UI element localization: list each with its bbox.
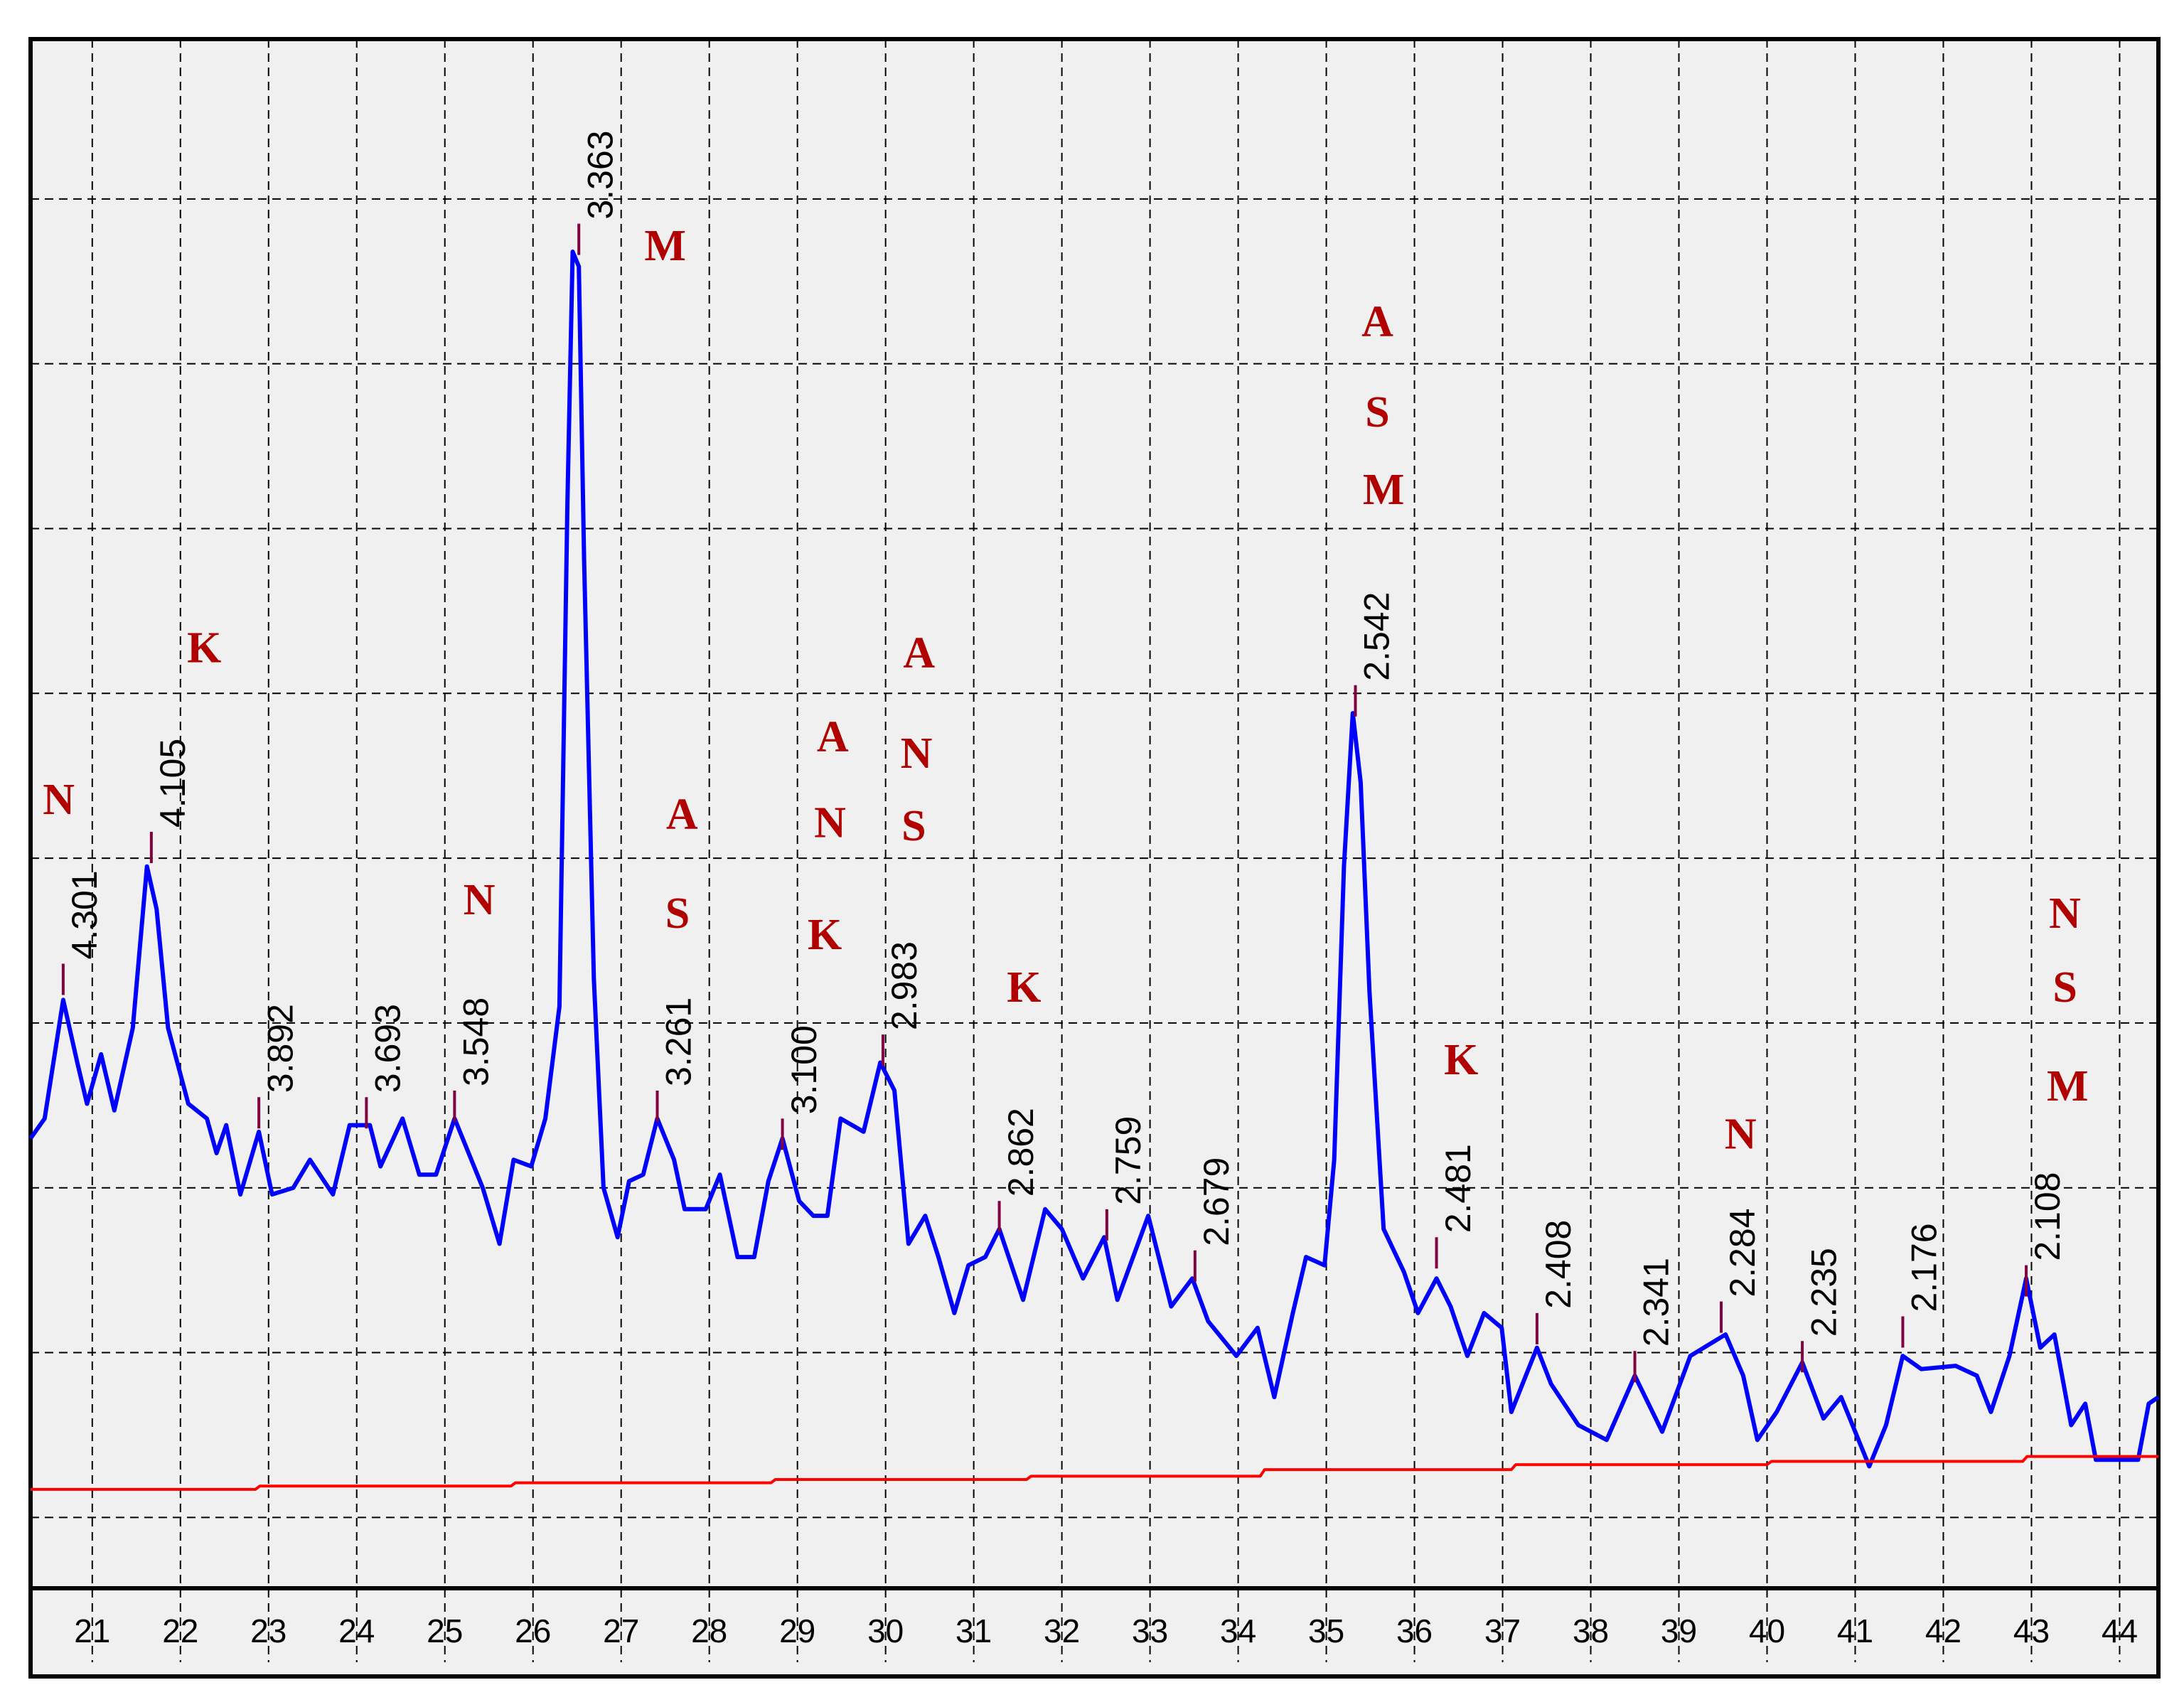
d-spacing-label: 3.100: [784, 1025, 824, 1114]
phase-label: N: [2049, 889, 2081, 938]
d-spacing-label: 3.693: [368, 1004, 408, 1093]
series-line: [31, 1455, 2158, 1491]
d-spacing-label: 2.759: [1108, 1116, 1148, 1205]
x-tick-label: 26: [515, 1612, 551, 1649]
phase-label: K: [1444, 1036, 1478, 1084]
phase-label: N: [814, 798, 846, 847]
x-tick-label: 30: [867, 1612, 904, 1649]
x-tick-label: 23: [250, 1612, 287, 1649]
series-line: [28, 250, 2160, 1469]
x-tick-label: 37: [1484, 1612, 1521, 1649]
d-spacing-label: 3.548: [456, 997, 496, 1086]
x-tick-label: 35: [1308, 1612, 1344, 1649]
phase-label: S: [665, 889, 690, 938]
d-spacing-label: 2.862: [1001, 1108, 1041, 1197]
d-spacing-label: 2.341: [1637, 1258, 1676, 1347]
x-tick-label: 33: [1132, 1612, 1168, 1649]
grid: [31, 39, 2158, 1662]
d-spacing-label: 2.235: [1804, 1248, 1843, 1337]
chart-frame: [28, 37, 2161, 1679]
d-spacing-label: 2.176: [1905, 1223, 1944, 1312]
phase-label: S: [1365, 388, 1389, 437]
x-tick-label: 31: [956, 1612, 992, 1649]
d-spacing-label: 2.108: [2028, 1172, 2067, 1261]
x-tick-label: 38: [1573, 1612, 1609, 1649]
phase-label: A: [1361, 298, 1393, 346]
d-spacing-label: 3.261: [659, 997, 699, 1086]
x-tick-label: 22: [162, 1612, 198, 1649]
d-spacing-label: 2.481: [1438, 1144, 1478, 1233]
x-tick-label: 27: [603, 1612, 639, 1649]
phase-label: A: [903, 629, 935, 678]
phase-label: M: [644, 222, 686, 270]
phase-label: M: [1363, 466, 1405, 514]
phase-label: M: [2047, 1062, 2089, 1111]
x-tick-label: 41: [1837, 1612, 1873, 1649]
x-tick-label: 36: [1396, 1612, 1433, 1649]
x-tick-label: 40: [1749, 1612, 1785, 1649]
d-spacing-label: 2.679: [1197, 1157, 1236, 1246]
x-tick-label: 21: [74, 1612, 110, 1649]
d-spacing-label: 2.983: [884, 941, 924, 1030]
d-spacing-label: 3.892: [260, 1004, 300, 1093]
plot: [28, 223, 2160, 1491]
x-tick-label: 24: [338, 1612, 375, 1649]
x-tick-label: 43: [2013, 1612, 2050, 1649]
phase-label: N: [901, 729, 933, 778]
x-tick-label: 44: [2102, 1612, 2138, 1649]
phase-label: A: [817, 713, 849, 761]
x-tick-label: 28: [691, 1612, 727, 1649]
d-spacing-label: 2.408: [1538, 1220, 1578, 1309]
phase-label: N: [1725, 1110, 1757, 1158]
phase-label: S: [901, 802, 926, 850]
d-spacing-label: 2.284: [1723, 1209, 1762, 1297]
phase-label: K: [808, 911, 842, 959]
x-tick-label: 39: [1661, 1612, 1697, 1649]
phase-label: N: [43, 776, 75, 824]
x-tick-label: 29: [779, 1612, 815, 1649]
d-spacing-label: 4.301: [65, 870, 105, 959]
phase-label: N: [464, 876, 496, 924]
labels: 21 22 23 24 25 26 27 28 29 30 31 32 33 34 35 36 37 38 39 40…: [43, 131, 2138, 1650]
phase-label: K: [1007, 963, 1041, 1012]
phase-label: S: [2052, 963, 2077, 1012]
d-spacing-label: 4.105: [153, 739, 193, 828]
phase-label: K: [187, 624, 221, 673]
x-tick-label: 34: [1220, 1612, 1256, 1649]
x-tick-label: 32: [1044, 1612, 1080, 1649]
phase-label: A: [666, 791, 698, 839]
x-tick-label: 42: [1925, 1612, 1961, 1649]
x-tick-label: 25: [427, 1612, 463, 1649]
d-spacing-label: 2.542: [1357, 592, 1397, 681]
d-spacing-label: 3.363: [580, 131, 620, 220]
